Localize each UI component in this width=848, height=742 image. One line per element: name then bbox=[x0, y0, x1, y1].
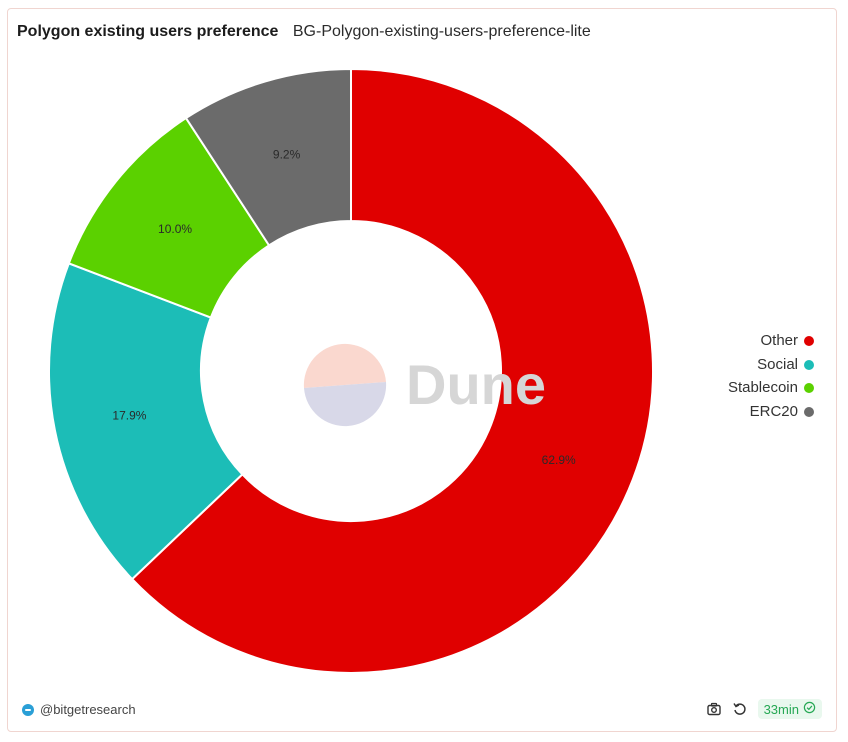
dune-watermark: Dune bbox=[303, 343, 546, 427]
legend-label: Social bbox=[757, 355, 798, 373]
chart-header: Polygon existing users preference BG-Pol… bbox=[17, 23, 591, 41]
legend-dot-icon bbox=[804, 383, 814, 393]
chart-legend: Other Social Stablecoin ERC20 bbox=[728, 329, 814, 423]
slice-other[interactable] bbox=[130, 67, 655, 674]
slice-labels: 62.9% 17.9% 10.0% 9.2% bbox=[112, 147, 576, 467]
slice-label-erc20: 9.2% bbox=[273, 147, 301, 161]
legend-item-social[interactable]: Social bbox=[728, 353, 814, 377]
donut-chart: Dune 62.9% 17.9% 10.0% 9.2% bbox=[48, 67, 655, 674]
legend-label: Other bbox=[760, 332, 798, 349]
author-name: @bitgetresearch bbox=[40, 702, 136, 717]
donut-slices bbox=[48, 67, 655, 674]
legend-dot-icon bbox=[804, 359, 814, 370]
legend-item-stablecoin[interactable]: Stablecoin bbox=[728, 376, 814, 400]
footer-actions: 33min bbox=[706, 699, 822, 719]
slice-social[interactable] bbox=[48, 262, 244, 581]
dune-watermark-text: Dune bbox=[406, 353, 546, 416]
slice-erc20[interactable] bbox=[184, 67, 352, 247]
check-circle-icon bbox=[803, 701, 816, 717]
chart-subtitle: BG-Polygon-existing-users-preference-lit… bbox=[292, 23, 591, 40]
legend-dot-icon bbox=[804, 406, 814, 417]
slice-label-other: 62.9% bbox=[542, 453, 576, 467]
camera-icon[interactable] bbox=[706, 701, 722, 717]
legend-label: Stablecoin bbox=[727, 379, 798, 396]
author-credit[interactable]: @bitgetresearch bbox=[22, 702, 136, 717]
slice-label-stablecoin: 10.0% bbox=[158, 222, 192, 236]
legend-item-erc20[interactable]: ERC20 bbox=[728, 400, 814, 424]
dune-logo-top-icon bbox=[303, 343, 386, 388]
slice-label-social: 17.9% bbox=[112, 408, 146, 422]
chart-card: Polygon existing users preference BG-Pol… bbox=[7, 8, 837, 732]
refresh-age: 33min bbox=[763, 701, 799, 717]
legend-label: ERC20 bbox=[749, 402, 798, 420]
legend-item-other[interactable]: Other bbox=[728, 329, 814, 353]
refresh-status-badge[interactable]: 33min bbox=[757, 699, 822, 719]
legend-dot-icon bbox=[804, 336, 814, 346]
chart-title: Polygon existing users preference bbox=[17, 23, 279, 40]
avatar bbox=[22, 703, 34, 716]
refresh-icon[interactable] bbox=[732, 701, 748, 717]
dune-logo-bottom-icon bbox=[304, 382, 387, 427]
